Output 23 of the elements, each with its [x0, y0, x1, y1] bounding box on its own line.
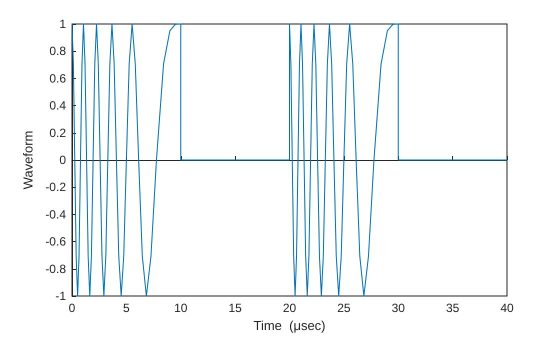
y-tick-label: 0.6 [49, 71, 66, 86]
x-tick-label: 0 [68, 301, 76, 315]
y-tick-label: -0.4 [45, 207, 66, 222]
x-tick-label: 5 [123, 301, 130, 315]
line-series [72, 24, 508, 296]
x-tick-label: 15 [228, 301, 242, 315]
y-tick-label: 0.8 [49, 44, 66, 58]
x-tick-label: 20 [282, 301, 296, 315]
y-tick-label: 1 [59, 17, 66, 31]
y-tick-label: 0.4 [49, 98, 66, 113]
x-tick-label: 10 [174, 301, 188, 315]
y-tick-label: -0.6 [45, 234, 66, 249]
x-axis-title: Time (μsec) [253, 318, 326, 333]
x-tick-label: 30 [392, 301, 406, 315]
y-tick-label: 0.2 [49, 126, 66, 140]
x-tick-label: 40 [500, 301, 514, 315]
x-tick-label: 25 [337, 301, 351, 315]
y-axis-title: Waveform [20, 130, 36, 190]
y-tick-label: -0.2 [45, 180, 66, 194]
y-tick-label: -0.8 [45, 262, 66, 276]
y-tick-label: 0 [59, 153, 66, 167]
x-tick-label: 35 [446, 301, 460, 315]
y-tick-label: -1 [55, 289, 66, 303]
